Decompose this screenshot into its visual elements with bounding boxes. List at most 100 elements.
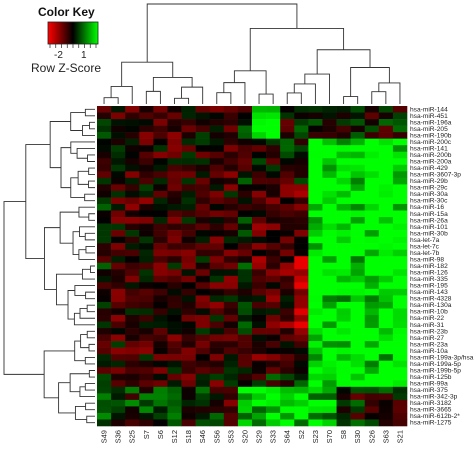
heatmap-cell xyxy=(392,262,408,270)
heatmap-cell xyxy=(378,282,394,290)
heatmap-cell xyxy=(280,321,295,329)
heatmap-cell xyxy=(308,308,323,316)
heatmap-cell xyxy=(209,119,225,126)
heatmap-cell xyxy=(350,256,366,264)
heatmap-cell xyxy=(294,197,309,205)
heatmap-cell xyxy=(97,151,112,159)
heatmap-cell xyxy=(167,164,182,172)
heatmap-cell xyxy=(294,184,309,192)
heatmap-cell xyxy=(139,145,154,153)
heatmap-cell xyxy=(322,321,337,329)
heatmap-cell xyxy=(336,230,351,237)
heatmap-cell xyxy=(111,354,126,361)
heatmap-cell xyxy=(111,236,126,244)
heatmap-cell xyxy=(153,393,168,401)
heatmap-cell xyxy=(364,203,380,211)
heatmap-cell xyxy=(252,243,267,250)
heatmap-cell xyxy=(167,184,182,192)
heatmap-cell xyxy=(336,171,351,179)
heatmap-cell xyxy=(181,249,196,257)
heatmap-cell xyxy=(322,203,337,211)
heatmap-cell xyxy=(252,308,267,316)
row-label: hsa-miR-4328 xyxy=(410,296,452,303)
heatmap-cell xyxy=(237,230,253,237)
heatmap-cell xyxy=(167,145,182,153)
heatmap-cell xyxy=(266,230,281,237)
heatmap-cell xyxy=(350,341,366,348)
heatmap-cell xyxy=(153,301,168,309)
heatmap-cell xyxy=(195,354,211,361)
heatmap-cell xyxy=(237,380,253,388)
heatmap-cell xyxy=(181,190,196,198)
heatmap-cell xyxy=(336,256,351,264)
heatmap-cell xyxy=(252,282,267,290)
heatmap-cell xyxy=(181,288,196,296)
heatmap-cell xyxy=(252,223,267,231)
heatmap-cell xyxy=(209,419,225,427)
heatmap-cell xyxy=(336,412,351,420)
heatmap-cell xyxy=(378,210,394,218)
column-label: S63 xyxy=(381,430,390,443)
heatmap-cell xyxy=(266,106,281,113)
heatmap-cell xyxy=(378,269,394,277)
heatmap-cell xyxy=(209,236,225,244)
heatmap-cell xyxy=(308,112,323,120)
heatmap-cell xyxy=(364,132,380,139)
heatmap-cell xyxy=(294,256,309,264)
heatmap-cell xyxy=(209,406,225,414)
heatmap-cell xyxy=(252,217,267,224)
heatmap-cell xyxy=(223,223,239,231)
heatmap-cell xyxy=(336,406,351,414)
heatmap-cell xyxy=(378,197,394,205)
dendrogram-branch xyxy=(84,232,95,241)
heatmap-cell xyxy=(195,184,211,192)
dendrogram-branch xyxy=(88,167,95,176)
heatmap-cell xyxy=(364,256,380,264)
heatmap-cell xyxy=(97,190,112,198)
heatmap-cell xyxy=(97,328,112,335)
heatmap-cell xyxy=(237,249,253,257)
dendrogram-branch xyxy=(304,73,330,104)
heatmap-cell xyxy=(153,328,168,335)
heatmap-cell xyxy=(364,412,380,420)
heatmap-cell xyxy=(153,275,168,283)
heatmap-cell xyxy=(378,419,394,427)
dendrogram-branch xyxy=(70,112,86,131)
heatmap-cell xyxy=(392,288,408,296)
heatmap-cell xyxy=(280,386,295,394)
row-label: hsa-miR-195 xyxy=(410,283,448,290)
heatmap-cell xyxy=(181,217,196,224)
heatmap-cell xyxy=(350,282,366,290)
heatmap-cell xyxy=(153,367,168,375)
heatmap-cell xyxy=(294,125,309,133)
heatmap-cell xyxy=(308,203,323,211)
heatmap-cell xyxy=(195,314,211,322)
heatmap-cell xyxy=(364,288,380,296)
heatmap-cell xyxy=(153,230,168,237)
heatmap-cell xyxy=(139,412,154,420)
heatmap-cell xyxy=(139,223,154,231)
row-label: hsa-miR-101 xyxy=(410,224,448,231)
heatmap-cell xyxy=(223,217,239,224)
heatmap-cell xyxy=(266,269,281,277)
heatmap-cell xyxy=(223,301,239,309)
heatmap-cell xyxy=(322,151,337,159)
heatmap-cell xyxy=(336,151,351,159)
heatmap-cell xyxy=(364,184,380,192)
heatmap-cell xyxy=(322,249,337,257)
heatmap-cell xyxy=(195,106,211,113)
heatmap-cell xyxy=(209,230,225,237)
heatmap-cell xyxy=(308,236,323,244)
heatmap-cell xyxy=(336,393,351,401)
heatmap-cell xyxy=(266,197,281,205)
heatmap-cell xyxy=(125,328,140,335)
dendrogram-branch xyxy=(293,83,316,104)
heatmap-cell xyxy=(111,256,126,264)
heatmap-cell xyxy=(125,256,140,264)
heatmap-cell xyxy=(195,360,211,368)
heatmap-cell xyxy=(209,223,225,231)
heatmap-cell xyxy=(195,236,211,244)
heatmap-cell xyxy=(294,138,309,146)
heatmap-cell xyxy=(392,217,408,224)
